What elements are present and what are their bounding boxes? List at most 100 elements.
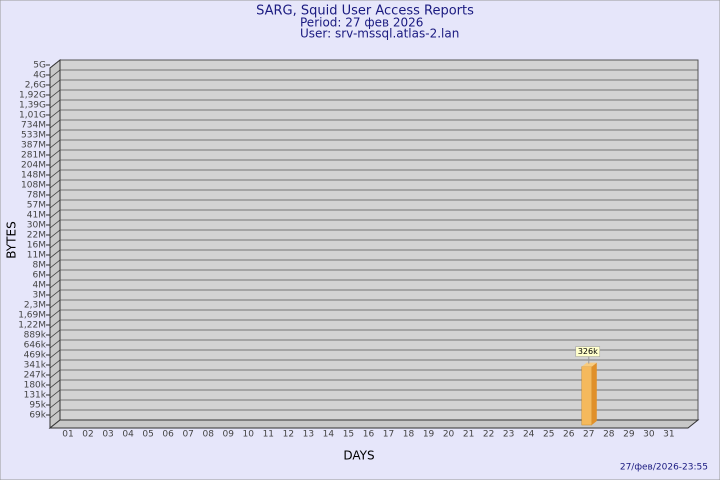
grid-line bbox=[49, 139, 61, 149]
x-tick-label: 28 bbox=[603, 430, 615, 440]
grid-line bbox=[49, 399, 61, 409]
x-tick-label: 13 bbox=[303, 430, 314, 440]
y-tick-label: 41M bbox=[27, 211, 46, 221]
y-tick-label: 1,69M bbox=[18, 311, 46, 321]
y-tick-label: 1,01G bbox=[19, 111, 46, 121]
grid-line bbox=[49, 299, 61, 309]
grid-line bbox=[49, 159, 61, 169]
y-tick-label: 469k bbox=[24, 351, 47, 361]
y-tick-label: 2,6G bbox=[25, 81, 46, 91]
x-tick-label: 16 bbox=[363, 430, 375, 440]
grid-line bbox=[49, 179, 61, 189]
grid-line bbox=[49, 389, 61, 399]
x-tick-label: 19 bbox=[423, 430, 435, 440]
y-tick-label: 387M bbox=[21, 141, 46, 151]
grid-line bbox=[49, 249, 61, 259]
y-tick-label: 108M bbox=[21, 181, 46, 191]
y-tick-label: 889k bbox=[24, 331, 47, 341]
grid-line bbox=[49, 359, 61, 369]
y-tick-label: 281M bbox=[21, 151, 46, 161]
y-tick-label: 57M bbox=[27, 201, 46, 211]
x-tick-label: 01 bbox=[62, 430, 73, 440]
grid-line bbox=[49, 189, 61, 199]
x-tick-label: 21 bbox=[463, 430, 474, 440]
x-tick-label: 31 bbox=[663, 430, 674, 440]
value-label-box bbox=[575, 346, 601, 357]
y-axis-label: BYTES bbox=[5, 221, 19, 258]
y-tick-label: 22M bbox=[27, 231, 46, 241]
x-tick-label: 20 bbox=[443, 430, 455, 440]
grid-line bbox=[49, 239, 61, 249]
y-tick-label: 95k bbox=[29, 401, 46, 411]
y-tick-label: 148M bbox=[21, 171, 46, 181]
y-tick-label: 6M bbox=[33, 271, 47, 281]
y-tick-label: 30M bbox=[27, 221, 46, 231]
bar-top bbox=[581, 362, 597, 367]
y-tick-label: 533M bbox=[21, 131, 46, 141]
x-tick-label: 04 bbox=[122, 430, 134, 440]
grid-line bbox=[49, 109, 61, 119]
y-tick-label: 2,3M bbox=[24, 301, 46, 311]
x-tick-label: 27 bbox=[583, 430, 594, 440]
footer: 27/фев/2026-23:55 bbox=[620, 463, 708, 473]
grid-line bbox=[49, 339, 61, 349]
grid-line bbox=[49, 279, 61, 289]
grid-line bbox=[49, 79, 61, 89]
x-tick-label: 30 bbox=[643, 430, 655, 440]
y-tick-label: 5G bbox=[33, 61, 46, 71]
grid-line bbox=[49, 259, 61, 269]
x-tick-label: 03 bbox=[102, 430, 113, 440]
y-tick-label: 3M bbox=[33, 291, 47, 301]
grid-line bbox=[49, 89, 61, 99]
x-tick-label: 17 bbox=[383, 430, 394, 440]
grid-line bbox=[49, 119, 61, 129]
x-tick-label: 18 bbox=[403, 430, 415, 440]
grid-line bbox=[49, 199, 61, 209]
y-tick-label: 8M bbox=[33, 261, 47, 271]
x-tick-label: 14 bbox=[323, 430, 335, 440]
grid-line bbox=[49, 379, 61, 389]
chart-title: SARG, Squid User Access Reports bbox=[256, 4, 474, 19]
x-tick-label: 25 bbox=[543, 430, 554, 440]
y-tick-label: 341k bbox=[24, 361, 47, 371]
y-tick-label: 1,22M bbox=[18, 321, 46, 331]
grid-line bbox=[49, 409, 61, 419]
x-tick-label: 05 bbox=[142, 430, 153, 440]
y-tick-label: 204M bbox=[21, 161, 46, 171]
grid-line bbox=[49, 169, 61, 179]
grid-line bbox=[49, 149, 61, 159]
value-label: 326k bbox=[578, 347, 598, 356]
grid-line bbox=[49, 219, 61, 229]
grid-line bbox=[49, 319, 61, 329]
grid-line bbox=[49, 289, 61, 299]
grid-line bbox=[49, 129, 61, 139]
x-tick-label: 10 bbox=[243, 430, 255, 440]
grid-line bbox=[49, 349, 61, 359]
x-tick-label: 23 bbox=[503, 430, 514, 440]
y-tick-label: 247k bbox=[24, 371, 47, 381]
chart-subtitle: Period: 27 фев 2026 bbox=[300, 16, 423, 30]
grid-line bbox=[49, 69, 61, 79]
y-tick-label: 1,92G bbox=[19, 91, 46, 101]
bar-side bbox=[591, 362, 597, 425]
grid-line bbox=[49, 329, 61, 339]
x-axis-label: DAYS bbox=[343, 449, 374, 463]
y-tick-label: 646k bbox=[24, 341, 47, 351]
y-tick-label: 4M bbox=[33, 281, 47, 291]
x-tick-label: 29 bbox=[623, 430, 635, 440]
x-tick-label: 15 bbox=[343, 430, 354, 440]
x-tick-label: 11 bbox=[263, 430, 274, 440]
y-tick-label: 11M bbox=[27, 251, 46, 261]
grid-line bbox=[49, 269, 61, 279]
grid-line bbox=[49, 309, 61, 319]
grid-line bbox=[49, 229, 61, 239]
grid-line bbox=[49, 59, 61, 69]
y-tick-label: 4G bbox=[33, 71, 46, 81]
user-label: User: srv-mssql.atlas-2.lan bbox=[300, 27, 459, 41]
x-tick-label: 02 bbox=[82, 430, 93, 440]
y-tick-label: 16M bbox=[27, 241, 46, 251]
x-tick-label: 07 bbox=[182, 430, 193, 440]
y-tick-label: 1,39G bbox=[19, 101, 46, 111]
y-tick-label: 180k bbox=[24, 381, 47, 391]
